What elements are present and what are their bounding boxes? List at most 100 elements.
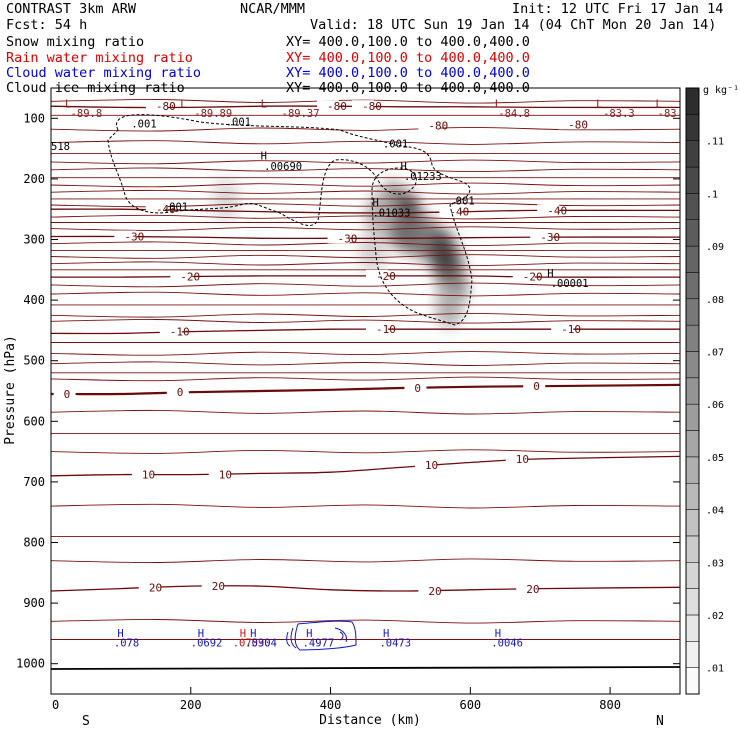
- temp-label-1: -80: [327, 100, 347, 113]
- temp-label-bg-12: [365, 269, 388, 281]
- theta-line-24: [51, 319, 680, 324]
- temp-label-9: -30: [338, 232, 358, 245]
- temp-label-23: 10: [425, 459, 438, 472]
- extrema-label-15: .001: [383, 138, 408, 150]
- theta-line-32: [51, 449, 680, 454]
- temp-label-bg-20: [523, 380, 546, 392]
- colorbar-segment-17: [685, 219, 700, 247]
- extrema-label-4: L: [261, 98, 267, 110]
- temp-label-26: 20: [212, 580, 225, 593]
- extrema-labels: L-89.8L-89.89L-89.37L-84.8L-83.3L-83.001…: [51, 98, 677, 649]
- temp-label-bg-25: [138, 581, 161, 593]
- forecast-hour: Fcst: 54 h: [6, 17, 88, 33]
- theta-line-9: [51, 189, 680, 195]
- temp-label-bg-16: [551, 323, 574, 335]
- y-tick-label-100: 100: [23, 111, 45, 125]
- colorbar-segment-21: [685, 114, 700, 141]
- y-tick-label-200: 200: [23, 172, 45, 186]
- temp-label-bg-28: [516, 583, 539, 595]
- colorbar-tick-10: .11: [706, 137, 724, 148]
- colorbar-tick-4: .05: [706, 453, 724, 464]
- temp-label-7: -40: [547, 204, 567, 217]
- temp-label-bg-4: [558, 118, 581, 130]
- temp-label-bg-1: [317, 100, 340, 112]
- extrema-label-7: -84.8: [498, 108, 530, 120]
- temp-label-28: 20: [526, 583, 539, 596]
- extrema-label-33: .0304: [245, 638, 277, 650]
- extrema-label-21: .01033: [372, 207, 410, 219]
- colorbar-segment-14: [685, 298, 700, 326]
- extrema-label-26: H: [117, 628, 123, 640]
- surface-line: [50, 666, 681, 670]
- extrema-label-1: -89.8: [71, 108, 103, 120]
- theta-line-11: [51, 202, 680, 208]
- temp-label-25: 20: [149, 581, 162, 594]
- temp-label-0: -80: [156, 100, 176, 113]
- mixing-ratio-shading: [211, 178, 467, 329]
- extrema-label-14: 518: [51, 141, 70, 153]
- temp-label-bg-9: [327, 232, 350, 244]
- x-axis-label: Distance (km): [319, 713, 421, 728]
- temperature-contour-0: [51, 383, 680, 396]
- extrema-label-35: .4977: [303, 638, 335, 650]
- temp-label-11: -20: [180, 270, 200, 283]
- extrema-label-13: .001: [226, 117, 251, 129]
- extrema-label-30: H: [240, 628, 246, 640]
- init-time: Init: 12 UTC Fri 17 Jan 14: [512, 1, 724, 17]
- temp-label-15: -10: [376, 323, 396, 336]
- temp-label-bg-13: [512, 270, 535, 282]
- extrema-label-27: .078: [114, 638, 139, 650]
- colorbar-segment-16: [685, 245, 700, 273]
- temp-label-bg-26: [201, 580, 224, 592]
- extrema-label-25: .00001: [551, 278, 589, 290]
- temp-label-bg-23: [414, 458, 437, 470]
- colorbar-tick-3: .04: [706, 506, 724, 517]
- temp-label-bg-27: [418, 584, 441, 596]
- extrema-label-34: H: [306, 628, 312, 640]
- extrema-label-19: .01233: [404, 171, 442, 183]
- colorbar-tick-5: .06: [706, 400, 724, 411]
- extrema-label-18: H: [400, 161, 406, 173]
- colorbar-segment-2: [685, 614, 700, 642]
- temp-label-bg-3: [418, 119, 441, 131]
- temp-label-bg-21: [131, 468, 154, 480]
- colorbar-segment-11: [685, 377, 700, 405]
- extrema-label-3: -89.89: [194, 108, 232, 120]
- colorbar-tick-6: .07: [706, 347, 724, 358]
- extrema-label-8: L: [596, 98, 602, 110]
- extrema-label-38: H: [495, 628, 501, 640]
- temp-label-20: 0: [533, 380, 540, 393]
- temp-label-4: -80: [568, 118, 588, 131]
- y-tick-label-300: 300: [23, 233, 45, 247]
- colorbar-segment-3: [685, 588, 700, 616]
- y-tick-label-500: 500: [23, 354, 45, 368]
- extrema-label-22: .001: [449, 195, 474, 207]
- y-tick-label-400: 400: [23, 293, 45, 307]
- cloud-ice-contour: [107, 114, 473, 326]
- temp-label-bg-24: [505, 452, 528, 464]
- extrema-label-31: H: [250, 628, 256, 640]
- colorbar-tick-0: .01: [706, 664, 724, 675]
- temp-label-10: -30: [540, 231, 560, 244]
- y-tick-label-700: 700: [23, 475, 45, 489]
- extrema-label-12: .001: [131, 118, 156, 130]
- colorbar-segment-10: [685, 403, 700, 431]
- temp-label-bg-22: [208, 468, 231, 480]
- colorbar-segment-12: [685, 351, 700, 379]
- field-xy-rain: XY= 400.0,100.0 to 400.0,400.0: [286, 50, 530, 66]
- temp-label-bg-19: [404, 381, 427, 393]
- temp-label-bg-6: [439, 205, 462, 217]
- temp-label-18: 0: [177, 386, 184, 399]
- x-tick-label-400: 400: [320, 698, 342, 712]
- extrema-label-29: .0692: [191, 638, 223, 650]
- temp-label-16: -10: [561, 323, 581, 336]
- temp-label-bg-10: [530, 231, 553, 243]
- temperature-contour--10: [51, 328, 680, 335]
- temp-label-bg-8: [114, 230, 137, 242]
- colorbar-segment-6: [685, 509, 700, 537]
- extrema-label-28: H: [198, 628, 204, 640]
- theta-line-26: [51, 351, 680, 356]
- field-xy-cloud-water: XY= 400.0,100.0 to 400.0,400.0: [286, 65, 530, 81]
- x-tick-label-600: 600: [459, 698, 481, 712]
